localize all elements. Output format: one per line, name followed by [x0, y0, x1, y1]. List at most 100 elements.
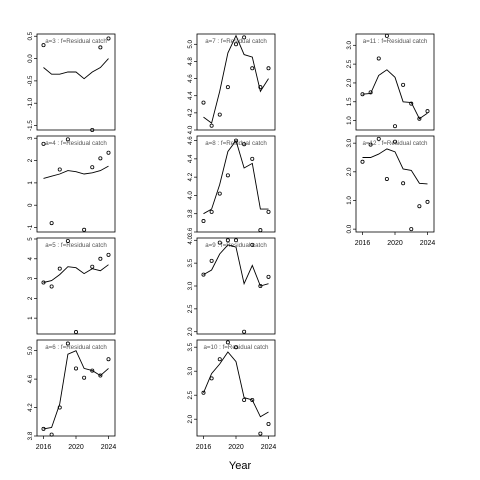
panel-frame: [36, 33, 116, 131]
data-point: [266, 209, 271, 214]
data-point: [201, 100, 206, 105]
series-line: [203, 139, 269, 215]
data-point: [49, 221, 54, 226]
series-line: [362, 69, 428, 120]
y-tick-label: 2.0: [346, 167, 353, 176]
data-point: [258, 85, 263, 90]
y-tick-label: 3.6: [187, 227, 194, 236]
data-point: [392, 124, 397, 129]
y-tick-label: 1.0: [346, 196, 353, 205]
data-point: [242, 397, 247, 402]
series-line: [203, 351, 269, 418]
y-tick-label: 5.0: [27, 346, 34, 355]
panel-frame: [36, 135, 116, 233]
x-tick-label: 2020: [387, 240, 403, 247]
data-point: [65, 238, 70, 243]
y-tick-label: -0.5: [27, 75, 34, 86]
data-point: [368, 142, 373, 147]
panel-title: a=4 : f=Residual catch: [45, 140, 107, 147]
panel-title: a=3 : f=Residual catch: [45, 38, 107, 45]
x-tick-label: 2016: [36, 444, 52, 451]
panel-6: a=8 : f=Residual catch 3.6 3.8 4.0 4.2 4.4 4.6: [187, 135, 276, 236]
y-tick-label: 0.0: [346, 224, 353, 233]
data-point: [417, 204, 422, 209]
data-point: [401, 82, 406, 87]
y-tick-label: 3.8: [187, 209, 194, 218]
data-point: [106, 36, 111, 41]
data-point: [41, 141, 46, 146]
y-tick-label: 3.0: [187, 281, 194, 290]
data-point: [82, 375, 87, 380]
data-point: [401, 181, 406, 186]
y-tick-label: 4.6: [187, 74, 194, 83]
y-tick-label: 4.8: [187, 57, 194, 66]
panel-1: a=3 : f=Residual catch 0.5 0.0 -0.5 -1.0 -1.5: [27, 31, 116, 132]
panel-frame: [355, 33, 435, 131]
x-tick-label: 2016: [355, 240, 371, 247]
y-tick-label: 3: [27, 276, 34, 280]
data-point: [90, 368, 95, 373]
y-tick-label: 4.0: [187, 125, 194, 134]
series-line: [43, 350, 109, 430]
y-tick-label: 4.6: [187, 136, 194, 145]
data-point: [266, 66, 271, 71]
y-tick-label: 0.0: [27, 54, 34, 63]
y-tick-label: 4.4: [187, 91, 194, 100]
y-tick-label: 4.6: [27, 374, 34, 383]
y-tick-label: 4: [27, 257, 34, 261]
data-point: [74, 330, 79, 335]
data-point: [98, 373, 103, 378]
panel-9: a=11 : f=Residual catch 1.0 1.5 2.0 2.5 3.0: [346, 33, 435, 131]
data-point: [409, 227, 414, 232]
series-line: [43, 165, 109, 179]
y-tick-label: 2: [27, 158, 34, 162]
data-point: [209, 123, 214, 128]
panel-frame: [36, 339, 116, 437]
panel-frame: [196, 135, 276, 233]
panel-title: a=6 : f=Residual catch: [45, 344, 107, 351]
data-point: [90, 165, 95, 170]
y-tick-label: 2.5: [346, 59, 353, 68]
y-tick-label: 4.0: [187, 235, 194, 244]
panel-title: a=8 : f=Residual catch: [205, 140, 267, 147]
data-point: [384, 33, 389, 38]
panel-frame: [196, 33, 276, 131]
y-tick-label: -1.0: [27, 97, 34, 108]
data-point: [201, 272, 206, 277]
y-tick-label: 4.2: [187, 108, 194, 117]
y-tick-label: 4.2: [187, 172, 194, 181]
data-point: [376, 56, 381, 61]
x-tick-label: 2024: [101, 444, 117, 451]
data-point: [409, 101, 414, 106]
data-point: [41, 426, 46, 431]
data-point: [41, 280, 46, 285]
panel-5: a=7 : f=Residual catch 4.0 4.2 4.4 4.6 4.8 5.0: [187, 33, 276, 134]
data-point: [250, 66, 255, 71]
y-tick-label: 2.0: [187, 414, 194, 423]
data-point: [74, 366, 79, 371]
y-tick-label: 5: [27, 237, 34, 241]
data-point: [98, 256, 103, 261]
data-point: [217, 191, 222, 196]
x-tick-label: 2020: [228, 444, 244, 451]
data-point: [57, 266, 62, 271]
y-tick-label: 4.4: [187, 154, 194, 163]
data-point: [209, 258, 214, 263]
data-point: [368, 90, 373, 95]
y-tick-label: 2.0: [187, 327, 194, 336]
data-point: [360, 159, 365, 164]
data-point: [258, 283, 263, 288]
x-axis-label: Year: [229, 460, 252, 472]
series-line: [203, 34, 269, 124]
panel-3: a=5 : f=Residual catch 5 4 3 2 1: [27, 237, 116, 335]
y-tick-label: 2: [27, 296, 34, 300]
data-point: [90, 127, 95, 132]
data-point: [242, 329, 247, 334]
y-tick-label: 4.2: [27, 403, 34, 412]
panel-frame: [196, 237, 276, 335]
data-point: [392, 139, 397, 144]
y-tick-label: 3.5: [187, 258, 194, 267]
y-tick-label: 3: [27, 136, 34, 140]
y-tick-label: -1: [27, 224, 34, 230]
data-point: [250, 397, 255, 402]
